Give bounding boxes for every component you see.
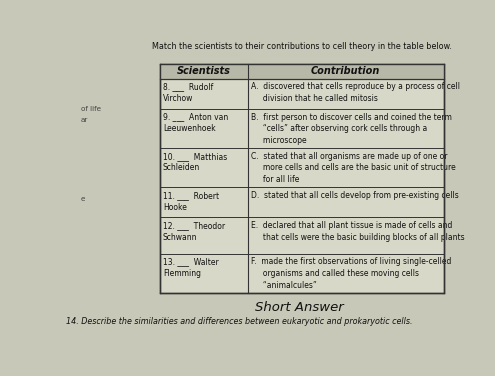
Text: ar: ar [81, 117, 89, 123]
Text: 9. ___  Anton van
Leeuwenhoek: 9. ___ Anton van Leeuwenhoek [163, 112, 228, 133]
Text: C.  stated that all organisms are made up of one or
     more cells and cells ar: C. stated that all organisms are made up… [251, 152, 455, 184]
Text: 12. ___  Theodor
Schwann: 12. ___ Theodor Schwann [163, 221, 225, 242]
Text: Scientists: Scientists [177, 67, 231, 76]
Text: F.  made the first observations of living single-celled
     organisms and calle: F. made the first observations of living… [251, 257, 451, 290]
FancyBboxPatch shape [160, 64, 444, 293]
Text: Contribution: Contribution [311, 67, 380, 76]
Text: 10. ___  Matthias
Schleiden: 10. ___ Matthias Schleiden [163, 152, 227, 173]
Text: A.  discovered that cells reproduce by a process of cell
     division that he c: A. discovered that cells reproduce by a … [251, 82, 460, 103]
Text: Short Answer: Short Answer [255, 301, 344, 314]
Text: of life: of life [81, 106, 101, 112]
Text: 13. ___  Walter
Flemming: 13. ___ Walter Flemming [163, 257, 218, 278]
Text: 8. ___  Rudolf
Virchow: 8. ___ Rudolf Virchow [163, 82, 213, 103]
Text: e: e [81, 196, 86, 202]
Text: Match the scientists to their contributions to cell theory in the table below.: Match the scientists to their contributi… [151, 42, 451, 51]
Text: E.  declared that all plant tissue is made of cells and
     that cells were the: E. declared that all plant tissue is mad… [251, 221, 464, 242]
FancyBboxPatch shape [160, 64, 444, 79]
Text: 11. ___  Robert
Hooke: 11. ___ Robert Hooke [163, 191, 219, 212]
Text: 14. Describe the similarities and differences between eukaryotic and prokaryotic: 14. Describe the similarities and differ… [66, 317, 412, 326]
Text: B.  first person to discover cells and coined the term
     “cells” after observ: B. first person to discover cells and co… [251, 112, 451, 145]
Text: D.  stated that all cells develop from pre-existing cells: D. stated that all cells develop from pr… [251, 191, 458, 200]
